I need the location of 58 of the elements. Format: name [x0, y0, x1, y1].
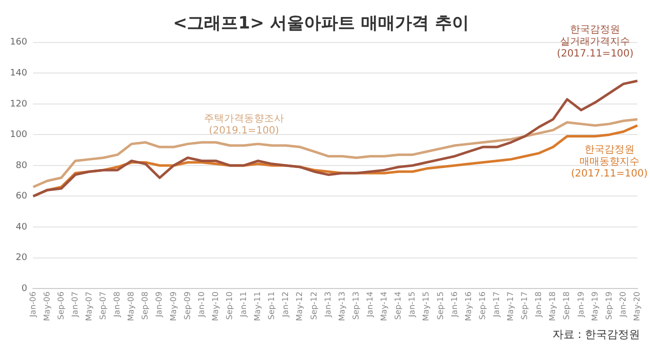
x-tick-label: May-06 [42, 292, 52, 322]
x-tick-label: Jan-10 [196, 292, 206, 318]
x-tick-label: May-12 [295, 292, 304, 322]
x-tick-label: Sep-19 [604, 292, 614, 320]
x-tick-label: Sep-17 [520, 292, 530, 320]
x-tick-label: Sep-13 [351, 292, 360, 320]
x-tick-label: Jan-07 [70, 292, 80, 318]
series-label: 한국감정원 매매동향지수 (2017.11=100) [570, 144, 648, 180]
series-label: 주택가격동향조사 (2019.1=100) [204, 113, 284, 136]
y-tick-label: 100 [10, 130, 28, 140]
x-tick-label: Jan-14 [365, 292, 374, 318]
x-tick-label: May-09 [168, 292, 178, 322]
x-tick-label: Sep-07 [98, 292, 108, 320]
x-tick-label: Sep-08 [140, 292, 150, 320]
x-tick-label: May-19 [590, 292, 600, 322]
x-tick-label: Jan-06 [28, 292, 38, 318]
x-tick-label: Jan-15 [408, 292, 417, 318]
x-tick-label: May-13 [337, 292, 346, 322]
y-tick-label: 140 [10, 68, 28, 79]
x-tick-label: Jan-12 [281, 292, 290, 318]
y-tick-label: 160 [10, 38, 28, 48]
x-tick-label: Sep-12 [309, 292, 318, 320]
x-tick-label: May-16 [464, 292, 473, 322]
chart-title: <그래프1> 서울아파트 매매가격 추이 [172, 14, 470, 34]
x-tick-label: Jan-11 [239, 292, 248, 318]
x-tick-label: Jan-17 [492, 292, 501, 318]
x-tick-label: Jan-20 [618, 292, 628, 318]
y-tick-label: 20 [16, 253, 28, 264]
x-tick-label: Jan-19 [576, 292, 586, 318]
x-tick-label: Jan-13 [323, 292, 332, 318]
text: 한국감정원 실거래가격지수 (2017.11=100) [556, 24, 634, 60]
y-tick-label: 40 [16, 222, 28, 232]
x-tick-label: May-17 [506, 292, 516, 322]
x-tick-label: Jan-08 [112, 292, 122, 318]
x-tick-label: Sep-15 [436, 292, 445, 320]
x-tick-label: May-14 [380, 292, 389, 322]
y-tick-label: 80 [16, 160, 28, 171]
x-tick-label: Sep-10 [224, 292, 234, 320]
y-tick-label: 60 [16, 192, 28, 202]
x-tick-label: May-07 [84, 292, 94, 322]
x-tick-label: May-10 [210, 292, 220, 322]
x-tick-label: Sep-14 [394, 292, 403, 320]
x-tick-label: May-15 [422, 292, 431, 322]
x-tick-label: Jan-18 [534, 292, 544, 318]
x-tick-label: Jan-09 [154, 292, 164, 318]
x-tick-label: Sep-16 [478, 292, 487, 320]
x-tick-label: May-08 [126, 292, 136, 322]
x-tick-label: Jan-16 [450, 292, 459, 318]
x-tick-label: Sep-18 [562, 292, 572, 320]
x-tick-label: Sep-09 [182, 292, 192, 320]
x-tick-label: May-18 [548, 292, 558, 322]
y-tick-label: 120 [10, 99, 28, 110]
x-tick-label: Sep-06 [56, 292, 66, 320]
x-tick-label: Sep-11 [267, 292, 276, 320]
x-tick-label: May-20 [632, 292, 642, 322]
y-tick-label: 0 [21, 284, 28, 294]
text: 자료 : 한국감정원 [552, 328, 640, 341]
x-tick-label: May-11 [253, 292, 262, 322]
